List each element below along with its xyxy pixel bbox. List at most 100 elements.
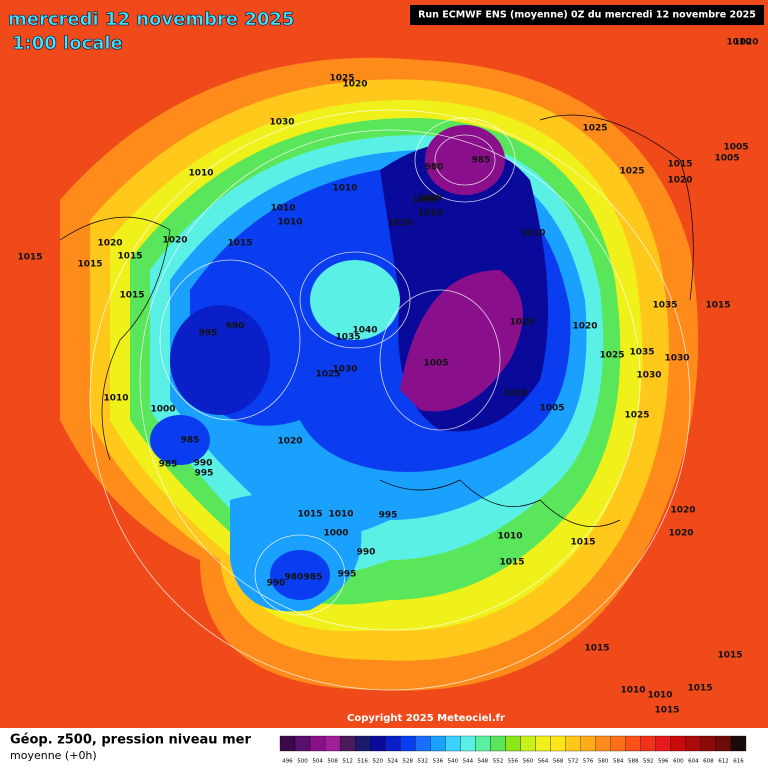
isobar-label: 985 <box>472 156 491 166</box>
isobar-label: 1010 <box>277 218 302 228</box>
isobar-label: 1030 <box>269 118 294 128</box>
legend-swatch <box>625 735 641 752</box>
legend-swatch <box>730 735 747 752</box>
legend-label: 572 <box>568 759 579 765</box>
geopotential-fields <box>60 57 699 691</box>
isobar-label: 1035 <box>629 348 654 358</box>
isobar-label: 995 <box>338 570 357 580</box>
isobar-label: 1010 <box>726 38 751 48</box>
legend-label: 552 <box>493 759 504 765</box>
legend-label: 580 <box>598 759 609 765</box>
isobar-label: 1015 <box>17 253 42 263</box>
isobar-label: 1010 <box>417 209 442 219</box>
isobar-label: 1010 <box>647 691 672 701</box>
legend-label: 540 <box>448 759 459 765</box>
legend-swatch <box>460 735 476 752</box>
legend-swatch <box>580 735 596 752</box>
legend-label: 592 <box>643 759 654 765</box>
isobar-label: 1020 <box>667 176 692 186</box>
isobar-label: 990 <box>267 579 286 589</box>
isobar-label: 1025 <box>329 74 354 84</box>
isobar-label: 985 <box>304 573 323 583</box>
legend-label: 568 <box>553 759 564 765</box>
legend-swatch <box>294 735 311 752</box>
caption: Géop. z500, pression niveau mer <box>10 733 251 748</box>
legend-swatch <box>535 735 551 752</box>
isobar-label: 1020 <box>342 80 367 90</box>
isobar-label: 1020 <box>277 437 302 447</box>
isobar-label: 1015 <box>117 252 142 262</box>
coastlines <box>59 114 694 527</box>
legend-label: 604 <box>688 759 699 765</box>
isobar-label: 1000 <box>150 405 175 415</box>
legend-label: 584 <box>613 759 624 765</box>
legend-label: 528 <box>403 759 414 765</box>
isobar-label: 1010 <box>497 532 522 542</box>
isobar-label: 1020 <box>387 219 412 229</box>
isobar-label: 1020 <box>670 506 695 516</box>
caption-sub: moyenne (+0h) <box>10 749 97 762</box>
legend-swatch <box>670 735 687 752</box>
legend-swatch <box>595 735 611 752</box>
title: mercredi 12 novembre 2025 <box>8 9 294 30</box>
isobar-label: 1020 <box>509 318 534 328</box>
legend-swatch <box>565 735 581 752</box>
isobar-label: 1030 <box>636 371 661 381</box>
legend-label: 616 <box>733 759 744 765</box>
isobar-label: 980 <box>425 163 444 173</box>
legend-swatch <box>279 735 296 752</box>
legend-label: 548 <box>478 759 489 765</box>
legend-swatch <box>324 735 341 752</box>
legend-label: 564 <box>538 759 549 765</box>
legend-swatch <box>385 735 401 752</box>
legend-label: 524 <box>387 759 398 765</box>
legend-label: 536 <box>433 759 444 765</box>
isobar-label: 1015 <box>584 644 609 654</box>
legend-label: 512 <box>342 759 353 765</box>
legend-label: 612 <box>718 759 729 765</box>
legend-label: 588 <box>628 759 639 765</box>
isobar-label: 1015 <box>667 160 692 170</box>
legend-label: 520 <box>372 759 383 765</box>
isobar-label: 1035 <box>335 333 360 343</box>
isobar-label: 1025 <box>315 370 340 380</box>
legend-label: 556 <box>508 759 519 765</box>
isobar-label: 1020 <box>733 38 758 48</box>
isobar-label: 1035 <box>652 301 677 311</box>
isobar-labels: 1025102010309809851010100510101020102510… <box>17 38 758 716</box>
legend-swatch <box>430 735 446 752</box>
legend-swatch <box>475 735 491 752</box>
legend-label: 544 <box>463 759 474 765</box>
legend-swatch <box>355 735 371 752</box>
isobar-label: 1015 <box>77 260 102 270</box>
isobar-label: 1005 <box>417 194 442 204</box>
isobar-label: 1010 <box>520 229 545 239</box>
isobar-label: 1025 <box>599 351 624 361</box>
legend-swatch <box>700 735 717 752</box>
legend-swatch <box>490 735 506 752</box>
isobar-label: 1030 <box>664 354 689 364</box>
isobar-label: 1005 <box>539 404 564 414</box>
legend-swatch <box>505 735 521 752</box>
isobar-label: 990 <box>194 459 213 469</box>
isobar-label: 1025 <box>624 411 649 421</box>
isobar-label: 995 <box>379 511 398 521</box>
isobar-label: 1030 <box>332 365 357 375</box>
isobar-label: 1010 <box>332 184 357 194</box>
legend-swatch <box>715 735 732 752</box>
legend-swatch <box>339 735 356 752</box>
isobar-label: 1015 <box>654 706 679 716</box>
isobar-label: 1025 <box>619 167 644 177</box>
isobar-label: 1000 <box>323 529 348 539</box>
legend-label: 608 <box>703 759 714 765</box>
isobar-label: 1020 <box>572 322 597 332</box>
legend-swatch <box>610 735 626 752</box>
legend-label: 504 <box>312 759 323 765</box>
legend-label: 500 <box>297 759 308 765</box>
legend-label: 600 <box>673 759 684 765</box>
isobar-label: 1015 <box>570 538 595 548</box>
copyright: Copyright 2025 Meteociel.fr <box>347 713 505 724</box>
isobar-label: 1015 <box>705 301 730 311</box>
isobar-label: 1005 <box>714 154 739 164</box>
